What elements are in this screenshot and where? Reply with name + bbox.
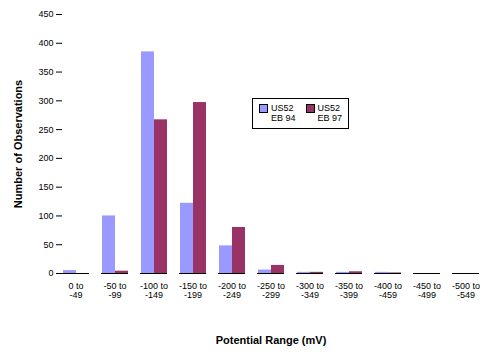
svg-text:-500 to-549: -500 to-549 bbox=[452, 281, 480, 300]
html-text:US52 EB 97: US52 EB 97 bbox=[317, 103, 343, 124]
svg-text:-150 to-199: -150 to-199 bbox=[179, 281, 207, 300]
svg-text:300: 300 bbox=[38, 96, 53, 106]
svg-text:200: 200 bbox=[38, 153, 53, 163]
html-text:US52 EB 94: US52 EB 94 bbox=[271, 103, 296, 124]
svg-text:450: 450 bbox=[38, 9, 53, 19]
svg-text:Potential Range (mV): Potential Range (mV) bbox=[216, 334, 327, 346]
svg-text:0 to-49: 0 to-49 bbox=[68, 281, 83, 300]
svg-text:-300 to-349: -300 to-349 bbox=[296, 281, 324, 300]
svg-text:350: 350 bbox=[38, 67, 53, 77]
svg-text:Number of Observations: Number of Observations bbox=[12, 80, 24, 208]
svg-text:100: 100 bbox=[38, 211, 53, 221]
svg-text:-350 to-399: -350 to-399 bbox=[335, 281, 363, 300]
svg-text:150: 150 bbox=[38, 182, 53, 192]
svg-text:-100 to-149: -100 to-149 bbox=[140, 281, 168, 300]
svg-text:-50 to-99: -50 to-99 bbox=[103, 281, 126, 300]
svg-text:250: 250 bbox=[38, 124, 53, 134]
svg-text:-400 to-459: -400 to-459 bbox=[374, 281, 402, 300]
svg-text:-200 to-249: -200 to-249 bbox=[218, 281, 246, 300]
svg-text:0: 0 bbox=[48, 268, 53, 278]
svg-text:-450 to-499: -450 to-499 bbox=[413, 281, 441, 300]
svg-text:400: 400 bbox=[38, 38, 53, 48]
svg-text:-250 to-299: -250 to-299 bbox=[257, 281, 285, 300]
svg-text:50: 50 bbox=[43, 240, 53, 250]
